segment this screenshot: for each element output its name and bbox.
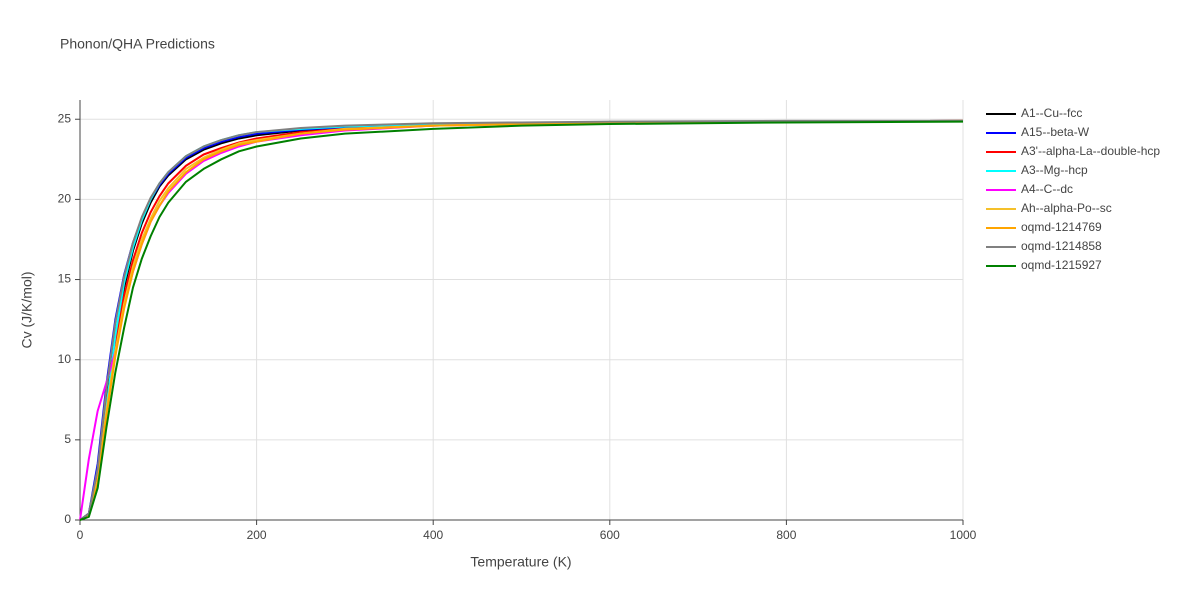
legend-label: oqmd-1214858 — [1021, 239, 1102, 253]
series-line — [79, 120, 964, 521]
x-tick-label: 0 — [77, 528, 84, 542]
legend-label: oqmd-1214769 — [1021, 220, 1102, 234]
series-line — [79, 119, 963, 521]
x-tick-label: 600 — [600, 528, 620, 542]
series-line — [79, 119, 964, 521]
series-line — [79, 119, 964, 521]
legend-label: A4--C--dc — [1021, 182, 1073, 196]
legend-label: Ah--alpha-Po--sc — [1021, 201, 1112, 215]
y-axis-title: Cv (J/K/mol) — [19, 272, 35, 349]
series-line — [79, 119, 964, 521]
series-line — [79, 119, 964, 521]
legend-label: A3--Mg--hcp — [1021, 163, 1088, 177]
series-line — [79, 119, 964, 521]
legend-label: A1--Cu--fcc — [1021, 106, 1082, 120]
legend-label: oqmd-1215927 — [1021, 258, 1102, 272]
y-tick-label: 0 — [64, 512, 71, 526]
x-tick-label: 400 — [423, 528, 443, 542]
series-line — [79, 119, 964, 521]
y-tick-label: 25 — [58, 111, 72, 125]
y-tick-label: 10 — [58, 352, 72, 366]
legend-label: A3'--alpha-La--double-hcp — [1021, 144, 1160, 158]
y-tick-label: 15 — [58, 272, 72, 286]
x-axis-title: Temperature (K) — [470, 554, 571, 570]
x-tick-label: 200 — [247, 528, 267, 542]
y-tick-label: 5 — [64, 432, 71, 446]
chart-title: Phonon/QHA Predictions — [60, 36, 215, 52]
x-tick-label: 1000 — [950, 528, 977, 542]
y-tick-label: 20 — [58, 192, 72, 206]
x-tick-label: 800 — [776, 528, 796, 542]
legend-label: A15--beta-W — [1021, 125, 1090, 139]
series-line — [79, 119, 964, 521]
